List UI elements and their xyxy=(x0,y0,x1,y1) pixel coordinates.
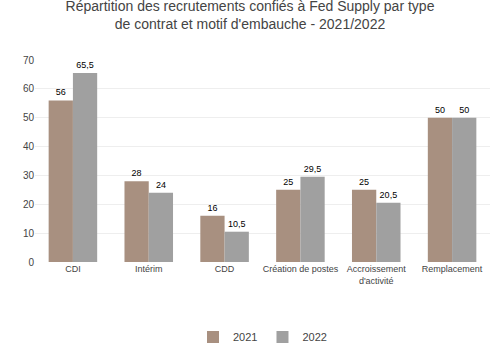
svg-text:CDI: CDI xyxy=(65,264,81,274)
svg-text:2021: 2021 xyxy=(233,331,257,343)
svg-text:25: 25 xyxy=(283,177,293,187)
svg-text:50: 50 xyxy=(23,112,35,123)
svg-text:50: 50 xyxy=(459,105,469,115)
svg-text:Remplacement: Remplacement xyxy=(422,264,483,274)
svg-text:65,5: 65,5 xyxy=(76,60,94,70)
svg-text:20: 20 xyxy=(23,199,35,210)
svg-text:25: 25 xyxy=(359,177,369,187)
svg-text:16: 16 xyxy=(207,203,217,213)
svg-text:70: 70 xyxy=(23,55,35,66)
svg-text:20,5: 20,5 xyxy=(380,190,398,200)
svg-text:60: 60 xyxy=(23,83,35,94)
svg-text:Répartition des recrutements c: Répartition des recrutements confiés à F… xyxy=(66,0,435,32)
svg-text:0: 0 xyxy=(28,257,34,268)
svg-text:Accroissementd'activité: Accroissementd'activité xyxy=(347,264,407,286)
svg-text:Création de postes: Création de postes xyxy=(263,264,339,274)
svg-text:10,5: 10,5 xyxy=(228,219,246,229)
svg-text:24: 24 xyxy=(156,180,166,190)
svg-text:50: 50 xyxy=(435,105,445,115)
svg-text:40: 40 xyxy=(23,141,35,152)
svg-text:28: 28 xyxy=(132,168,142,178)
svg-text:56: 56 xyxy=(56,87,66,97)
svg-text:2022: 2022 xyxy=(302,331,326,343)
svg-text:10: 10 xyxy=(23,228,35,239)
svg-text:CDD: CDD xyxy=(215,264,235,274)
svg-text:29,5: 29,5 xyxy=(304,164,322,174)
svg-text:30: 30 xyxy=(23,170,35,181)
svg-text:Intérim: Intérim xyxy=(135,264,163,274)
